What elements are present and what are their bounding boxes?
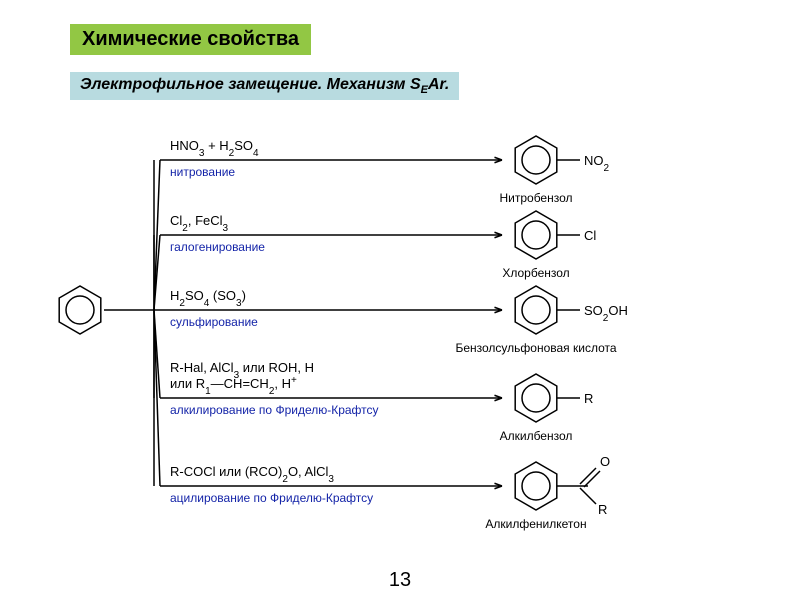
product-name: Хлорбензол — [502, 266, 569, 280]
slide-canvas: Химические свойства Электрофильное замещ… — [0, 0, 800, 600]
product-name: Нитробензол — [499, 191, 572, 205]
reagents-line: H2SO4 (SO3) — [170, 288, 246, 309]
reagents-line: HNO3 + H2SO4 — [170, 138, 259, 159]
substituent-label: Cl — [584, 228, 596, 243]
substituent-label: NO2 — [584, 153, 610, 174]
reaction-name: алкилирование по Фриделю-Крафтсу — [170, 403, 379, 417]
product-name: Бензолсульфоновая кислота — [455, 341, 616, 355]
page-number: 13 — [0, 569, 800, 592]
reagents-line: Cl2, FeCl3 — [170, 213, 229, 234]
substituent-label: SO2OH — [584, 303, 628, 324]
reaction-name: нитрование — [170, 165, 235, 179]
reaction-name: сульфирование — [170, 315, 258, 329]
reaction-name: галогенирование — [170, 240, 265, 254]
reagents-line: R-COCl или (RCO)2O, AlCl3 — [170, 464, 334, 485]
product-name: Алкилфенилкетон — [485, 517, 586, 531]
substituent-label: R — [584, 391, 593, 406]
reaction-scheme: HNO3 + H2SO4 нитрование NO2 Нитробензол Cl2,… — [0, 0, 800, 600]
product-name: Алкилбензол — [500, 429, 573, 443]
acyl-oxygen: O — [600, 454, 610, 469]
reaction-name: ацилирование по Фриделю-Крафтсу — [170, 491, 373, 505]
acyl-r: R — [598, 502, 607, 517]
reagents-line: или R1—CH=CH2, H+ — [170, 375, 297, 397]
